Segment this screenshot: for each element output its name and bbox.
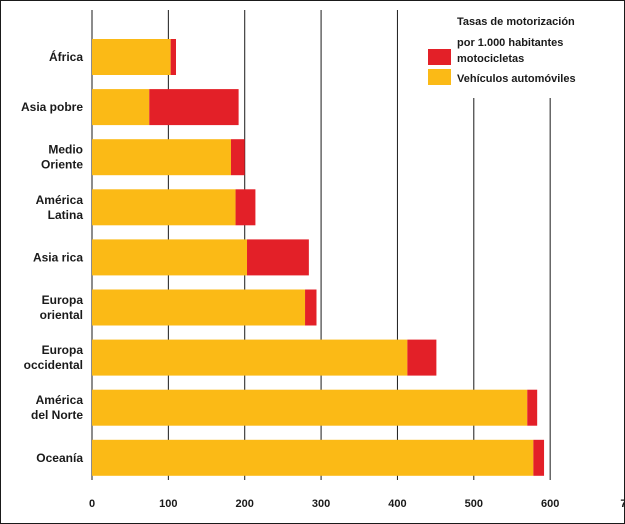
- legend-swatch-motocicletas: [428, 49, 451, 65]
- x-tick-label: 70: [620, 498, 625, 510]
- x-tick-label: 400: [388, 498, 406, 510]
- bar-vehiculos: [92, 89, 150, 126]
- legend-background: [420, 8, 616, 98]
- category-label: Asia rica: [33, 250, 83, 264]
- x-tick-label: 600: [541, 498, 559, 510]
- bar-vehiculos: [92, 189, 236, 226]
- category-label: América: [36, 393, 84, 407]
- category-label: Oceanía: [36, 451, 83, 465]
- category-label: occidental: [24, 358, 83, 372]
- x-tick-label: 300: [312, 498, 330, 510]
- bar-motocicletas: [527, 389, 538, 426]
- category-label: América: [36, 193, 84, 207]
- category-label: Medio: [48, 143, 83, 157]
- category-label: Asia pobre: [21, 100, 83, 114]
- category-label: Latina: [48, 208, 84, 222]
- x-tick-label: 100: [159, 498, 177, 510]
- bar-motocicletas: [247, 239, 309, 276]
- category-label: África: [49, 49, 83, 64]
- category-label: oriental: [40, 308, 83, 322]
- legend-swatch-vehiculos: [428, 69, 451, 85]
- x-tick-labels: 0 100 200 300 400 500 600 70: [89, 498, 625, 510]
- category-label: del Norte: [31, 408, 83, 422]
- bar-motocicletas: [533, 439, 545, 476]
- legend-title-line-1: Tasas de motorización: [457, 16, 575, 28]
- legend: Tasas de motorización por 1.000 habitant…: [420, 8, 616, 98]
- bar-vehiculos: [92, 139, 231, 176]
- category-label: Oriente: [41, 158, 83, 172]
- legend-title-line-2: por 1.000 habitantes: [457, 37, 563, 49]
- bar-vehiculos: [92, 439, 534, 476]
- x-tick-label: 200: [236, 498, 254, 510]
- bar-motocicletas: [407, 339, 437, 376]
- bar-motocicletas: [305, 289, 317, 326]
- bar-vehiculos: [92, 289, 306, 326]
- bar-motocicletas: [149, 89, 239, 126]
- category-label: Europa: [42, 343, 84, 357]
- category-label: Europa: [42, 293, 84, 307]
- x-tick-label: 0: [89, 498, 95, 510]
- bar-vehiculos: [92, 339, 408, 376]
- bar-vehiculos: [92, 389, 528, 426]
- legend-label-motocicletas: motocicletas: [457, 53, 524, 65]
- bar-motocicletas: [235, 189, 256, 226]
- bars: [92, 39, 545, 476]
- bar-motocicletas: [170, 39, 176, 75]
- bar-motocicletas: [230, 139, 245, 176]
- legend-label-vehiculos: Vehículos automóviles: [457, 73, 576, 85]
- bar-vehiculos: [92, 239, 248, 276]
- bar-vehiculos: [92, 39, 171, 75]
- x-tick-label: 500: [465, 498, 483, 510]
